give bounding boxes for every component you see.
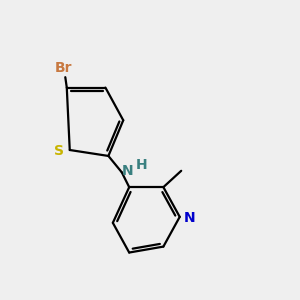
Text: N: N (122, 164, 134, 178)
Text: S: S (54, 145, 64, 158)
Text: Br: Br (55, 61, 73, 75)
Text: N: N (183, 212, 195, 225)
Text: H: H (135, 158, 147, 172)
